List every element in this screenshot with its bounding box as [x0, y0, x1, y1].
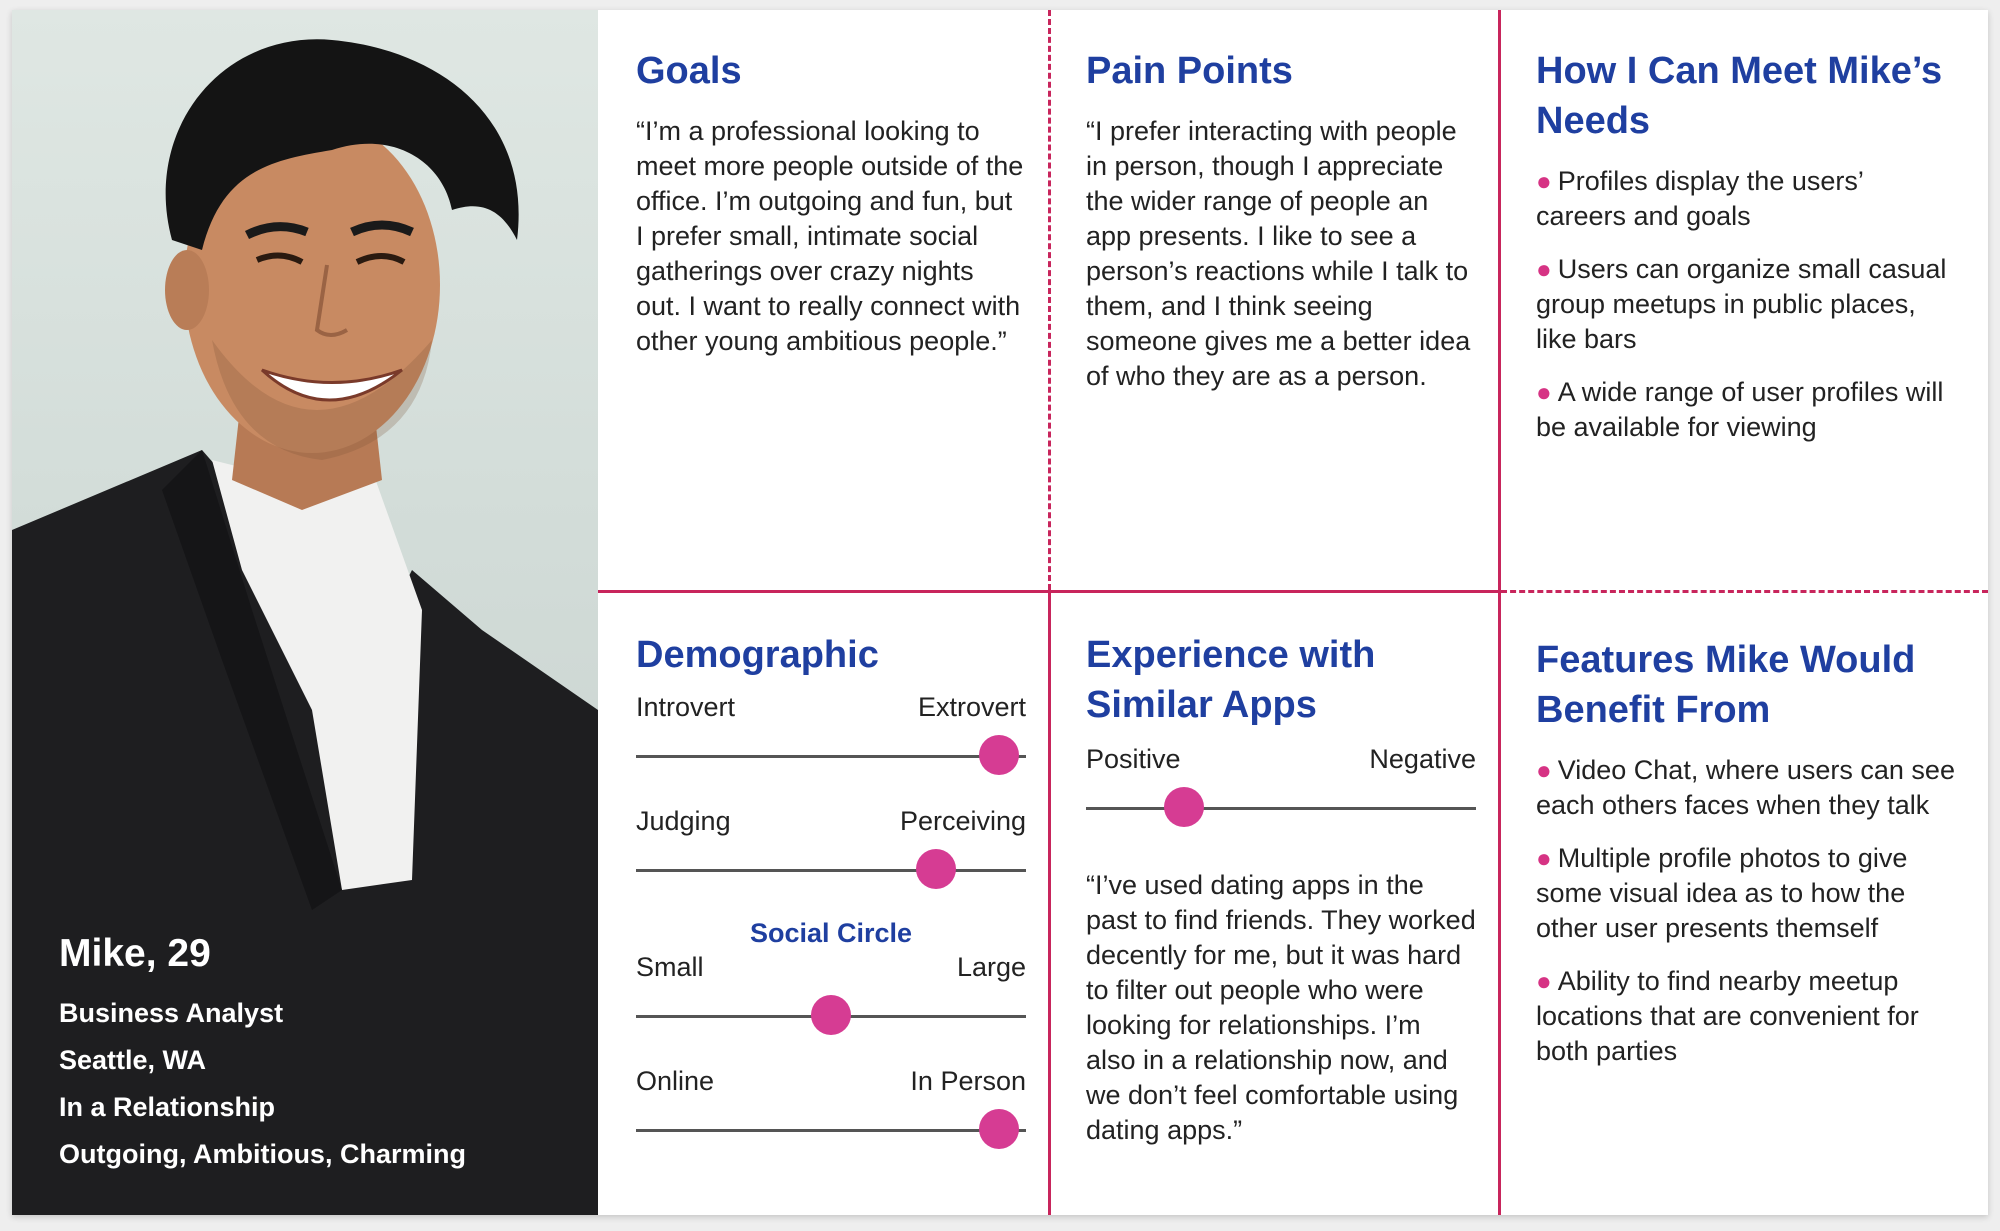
experience-section: Experience with Similar Apps Positive Neg… — [1086, 630, 1476, 1148]
persona-relationship: In a Relationship — [59, 1092, 276, 1122]
persona-location: Seattle, WA — [59, 1045, 207, 1075]
divider-vertical-top-1 — [1048, 10, 1051, 590]
features-list: ● Video Chat, where users can see each ot… — [1536, 753, 1956, 1069]
features-section: Features Mike Would Benefit From ● Video … — [1536, 635, 1956, 1087]
bullet-icon: ● — [1536, 166, 1552, 196]
slider-knob[interactable] — [916, 849, 957, 889]
pain-points-text: “I prefer interacting with people in per… — [1086, 116, 1471, 391]
scale-positive-negative: Positive Negative — [1086, 742, 1476, 830]
bullet-icon: ● — [1536, 377, 1552, 407]
slider-knob[interactable] — [978, 1109, 1019, 1149]
divider-horizontal — [598, 590, 1500, 593]
slider-knob[interactable] — [811, 995, 851, 1035]
needs-list: ● Profiles display the users’ careers and… — [1536, 164, 1956, 445]
bullet-icon: ● — [1536, 843, 1552, 873]
divider-horizontal-dashed — [1501, 590, 1988, 593]
goals-section: Goals “I’m a professional looking to mee… — [636, 46, 1026, 359]
slider-knob[interactable] — [1163, 787, 1204, 827]
list-item: ● A wide range of user profiles will be a… — [1536, 377, 1944, 442]
list-item: ● Profiles display the users’ careers and… — [1536, 166, 1863, 231]
list-item: ● Multiple profile photos to give some vi… — [1536, 843, 1908, 943]
list-item: ● Video Chat, where users can see each ot… — [1536, 755, 1955, 820]
bullet-icon: ● — [1536, 755, 1552, 785]
bullet-icon: ● — [1536, 254, 1552, 284]
social-circle-label: Social Circle — [749, 918, 913, 948]
goals-title: Goals — [636, 50, 742, 92]
portrait-illustration — [12, 39, 598, 1215]
demographic-title: Demographic — [636, 634, 879, 676]
needs-title: How I Can Meet Mike’s Needs — [1536, 50, 1943, 142]
list-item: ● Ability to find nearby meetup locations… — [1536, 966, 1919, 1066]
needs-section: How I Can Meet Mike’s Needs ● Profiles di… — [1536, 46, 1956, 463]
persona-name: Mike, 29 — [59, 932, 211, 975]
scale-judging-perceiving: Judging Perceiving — [636, 804, 1026, 892]
slider-knob[interactable] — [978, 735, 1019, 775]
pain-points-title: Pain Points — [1086, 50, 1293, 92]
demographic-section: Demographic Introvert Extrovert Judging Pe… — [636, 630, 1026, 1152]
divider-vertical-2 — [1498, 10, 1501, 1215]
experience-title: Experience with Similar Apps — [1086, 634, 1376, 726]
scale-online-in-person: Online In Person — [636, 1064, 1026, 1152]
scale-small-large: Small Large — [636, 950, 1026, 1038]
persona-card: Mike, 29 Business Analyst Seattle, WA In… — [12, 10, 1988, 1215]
experience-text: “I’ve used dating apps in the past to fi… — [1086, 870, 1476, 1145]
list-item: ● Users can organize small casual group m… — [1536, 254, 1947, 354]
persona-info: Mike, 29 Business Analyst Seattle, WA In… — [59, 932, 466, 1178]
goals-text: “I’m a professional looking to meet more… — [636, 116, 1024, 356]
scale-introvert-extrovert: Introvert Extrovert — [636, 690, 1026, 778]
persona-photo: Mike, 29 Business Analyst Seattle, WA In… — [12, 10, 598, 1215]
persona-traits: Outgoing, Ambitious, Charming — [59, 1139, 466, 1169]
bullet-icon: ● — [1536, 966, 1552, 996]
divider-vertical-bottom-1 — [1048, 590, 1051, 1215]
features-title: Features Mike Would Benefit From — [1536, 639, 1916, 731]
pain-points-section: Pain Points “I prefer interacting with p… — [1086, 46, 1476, 394]
persona-occupation: Business Analyst — [59, 998, 284, 1028]
